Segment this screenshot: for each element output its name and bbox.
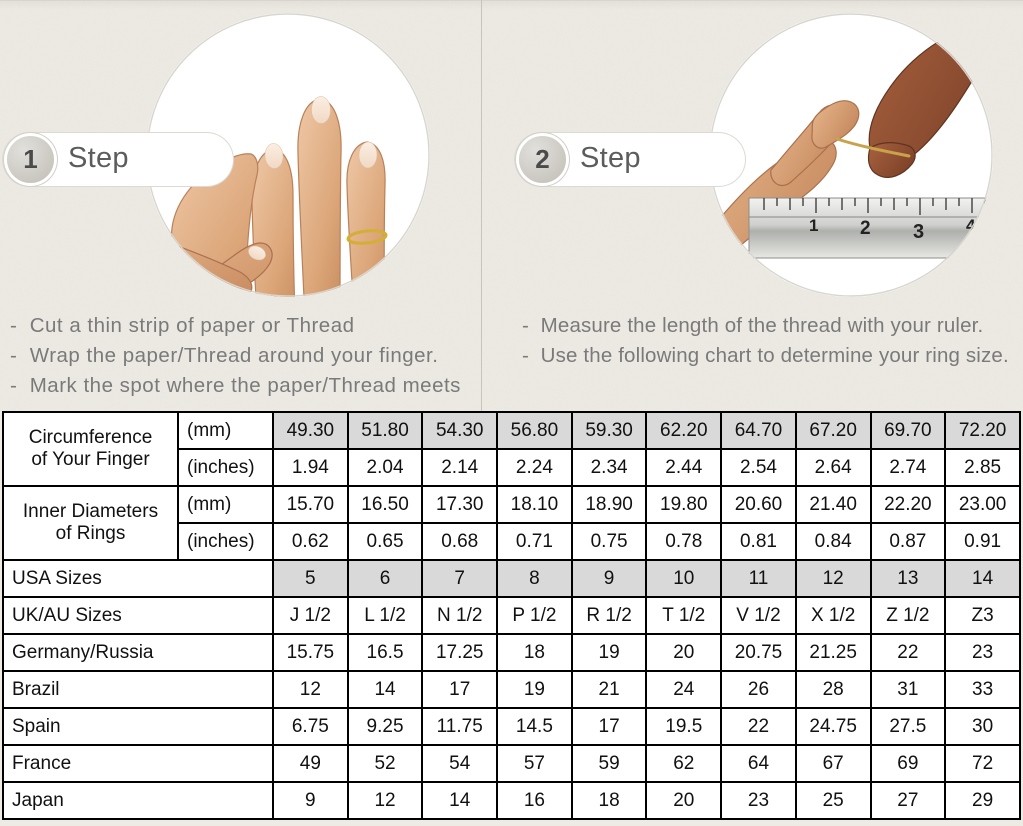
svg-text:3: 3: [913, 221, 924, 243]
svg-text:2: 2: [860, 218, 871, 239]
svg-text:4: 4: [966, 216, 976, 235]
svg-text:1: 1: [809, 216, 818, 235]
